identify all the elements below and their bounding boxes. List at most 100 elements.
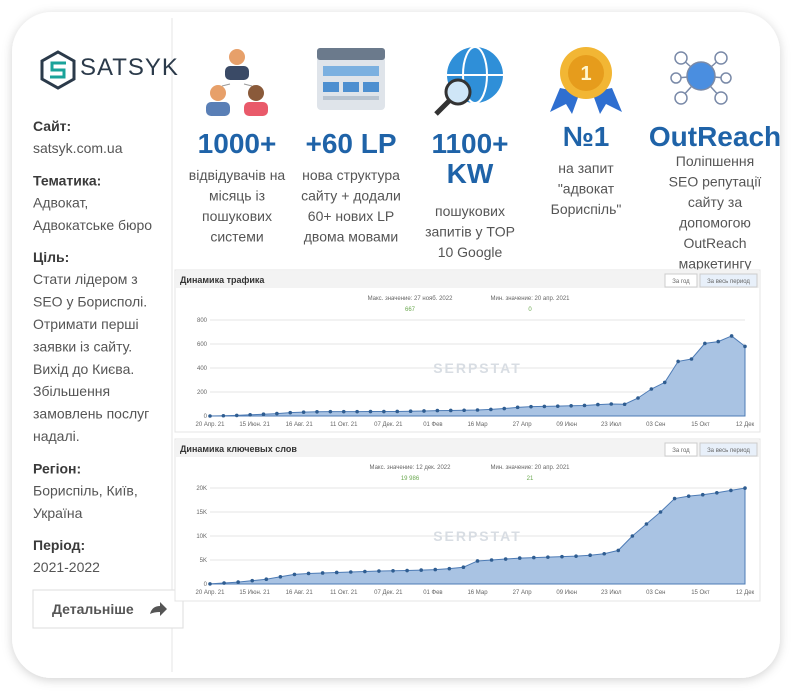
point <box>395 409 400 414</box>
detail-text: Бориспіль, Київ, <box>33 482 138 498</box>
x-tick-label: 20 Апр. 21 <box>196 422 226 428</box>
x-tick-label: 12 Дек <box>736 422 755 428</box>
x-tick-label: 15 Июн. 21 <box>239 590 270 596</box>
point <box>341 409 346 414</box>
x-tick-label: 16 Авг. 21 <box>286 590 314 596</box>
stat-desc: відвідувачів на <box>189 167 286 183</box>
point <box>582 403 587 408</box>
point <box>743 486 747 490</box>
y-tick-label: 0 <box>204 414 208 420</box>
max-info: Макс. значение: 27 нояб. 2022 <box>368 296 454 302</box>
y-tick-label: 800 <box>197 318 208 324</box>
point <box>208 414 212 418</box>
detail-label: Ціль: <box>33 249 69 265</box>
x-tick-label: 12 Дек <box>736 590 755 596</box>
x-tick-label: 15 Окт <box>691 590 710 596</box>
detail-text: Стати лідером з <box>33 271 138 287</box>
point <box>729 488 733 493</box>
point <box>382 409 386 414</box>
point <box>676 359 680 364</box>
x-tick-label: 20 Апр. 21 <box>196 590 226 596</box>
period-button[interactable] <box>664 273 698 288</box>
point <box>222 581 226 585</box>
point <box>288 410 293 415</box>
x-tick-label: 23 Июл <box>601 422 622 428</box>
stat-desc: на запит <box>558 160 614 176</box>
stat-desc: місяць із <box>209 188 265 204</box>
stat-value: OutReach <box>649 121 781 152</box>
point <box>320 571 325 575</box>
stat-value: 1100+ <box>431 128 508 159</box>
point <box>622 402 627 407</box>
point <box>292 572 297 577</box>
point <box>355 409 359 414</box>
stat-desc: Поліпшення <box>676 153 754 169</box>
x-tick-label: 01 Фев <box>423 590 442 596</box>
point <box>475 559 480 563</box>
y-tick-label: 600 <box>197 342 208 348</box>
period-button[interactable] <box>699 442 758 457</box>
y-tick-label: 20K <box>196 486 207 492</box>
chart-header <box>176 440 759 457</box>
watermark: SERPSTAT <box>433 360 522 376</box>
x-tick-label: 07 Дек. 21 <box>374 590 403 596</box>
x-tick-label: 27 Апр <box>513 422 533 428</box>
max-value: 19 986 <box>401 476 420 482</box>
point <box>250 578 255 583</box>
period-button-label: За год <box>672 448 690 454</box>
point <box>569 404 573 408</box>
stat-desc: маркетингу <box>679 256 752 272</box>
point <box>517 556 522 560</box>
x-tick-label: 07 Дек. 21 <box>374 422 403 428</box>
point <box>555 404 560 408</box>
point <box>662 380 667 385</box>
detail-label: Тематика: <box>33 172 101 188</box>
stat-value: 1000+ <box>198 128 277 159</box>
stat-value: KW <box>447 158 494 189</box>
detail-text: заявки із сайту. <box>33 338 132 354</box>
point <box>602 551 607 556</box>
point <box>448 408 453 413</box>
point <box>542 404 547 409</box>
point <box>515 405 520 410</box>
point <box>377 569 381 573</box>
y-tick-label: 200 <box>197 390 208 396</box>
max-info: Макс. значение: 12 дек. 2022 <box>370 465 452 471</box>
browser-icon <box>317 48 385 110</box>
point <box>644 522 649 526</box>
point <box>363 569 367 574</box>
point <box>700 492 705 497</box>
min-value: 0 <box>528 307 532 313</box>
globe-icon <box>434 46 503 116</box>
period-button[interactable] <box>699 273 758 288</box>
area <box>209 487 746 585</box>
stat-desc: допомогою <box>679 215 751 231</box>
min-info: Мин. значение: 20 апр. 2021 <box>490 296 570 302</box>
detail-text: SEO у Борисполі. <box>33 294 147 310</box>
logo-name: SATSYK <box>80 54 179 81</box>
point <box>502 406 507 411</box>
point <box>368 409 373 414</box>
people-icon <box>206 49 268 116</box>
x-tick-label: 23 Июл <box>601 590 622 596</box>
detail-text: Збільшення <box>33 383 110 399</box>
point <box>686 494 691 498</box>
y-tick-label: 5K <box>200 558 207 564</box>
point <box>461 565 466 569</box>
point <box>334 570 339 575</box>
point <box>503 557 508 561</box>
stat-desc: сайту за <box>688 194 742 210</box>
point <box>435 408 440 413</box>
detail-text: 2021-2022 <box>33 559 100 575</box>
point <box>596 402 600 407</box>
point <box>208 582 212 586</box>
point <box>532 555 536 560</box>
point <box>278 575 283 579</box>
detail-text: надалі. <box>33 428 80 444</box>
min-info: Мин. значение: 20 апр. 2021 <box>490 465 570 471</box>
point <box>433 567 438 572</box>
period-button[interactable] <box>664 442 698 457</box>
point <box>588 553 592 557</box>
point <box>703 341 707 346</box>
point <box>236 580 240 584</box>
